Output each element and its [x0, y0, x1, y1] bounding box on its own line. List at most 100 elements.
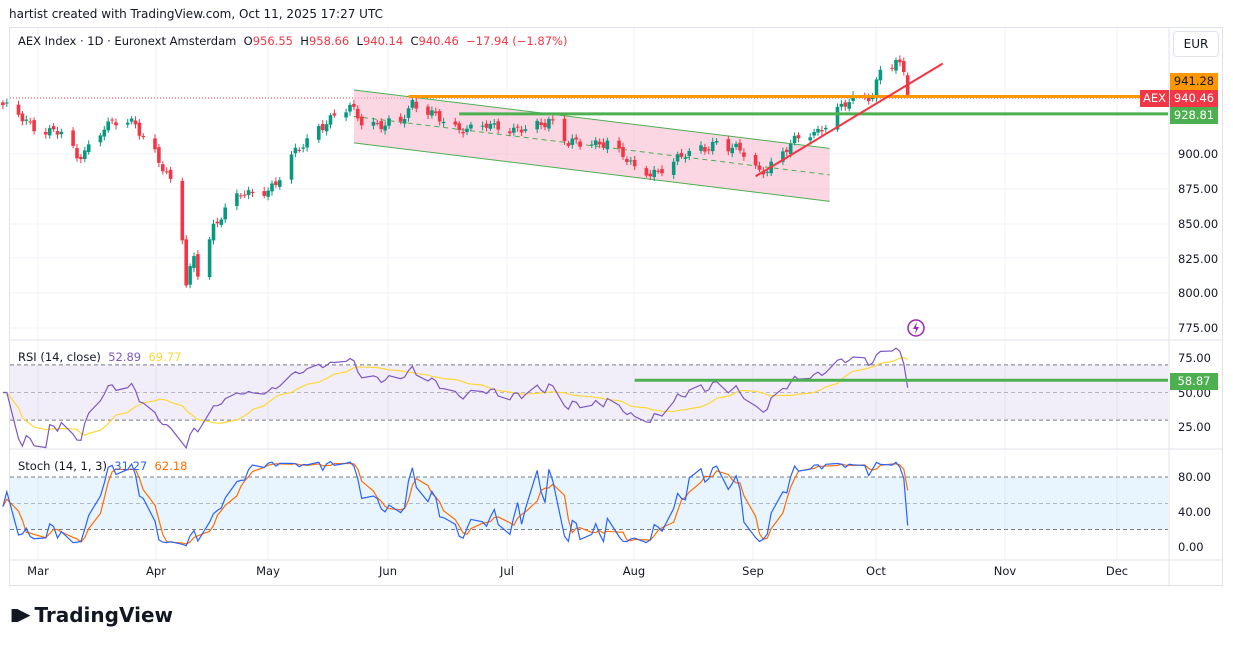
candle-body	[278, 180, 282, 187]
candle-body	[270, 183, 274, 192]
candle-body	[262, 191, 266, 196]
chart-frame[interactable]	[9, 27, 1223, 586]
candle-body	[324, 124, 329, 132]
candle-body	[578, 141, 582, 147]
candle-body	[266, 190, 270, 197]
currency-button[interactable]: EUR	[1173, 31, 1219, 57]
candle-body	[215, 221, 220, 224]
open-value: 956.55	[252, 34, 293, 48]
candle-body	[757, 165, 762, 170]
y-tick: 850.00	[1178, 217, 1219, 231]
high-value: 958.66	[308, 34, 350, 48]
candle-body	[98, 135, 103, 143]
candle-body	[246, 190, 251, 196]
candle-body	[137, 122, 142, 136]
candle-body	[469, 124, 473, 129]
stoch-band	[10, 477, 1168, 530]
candle-body	[75, 148, 79, 159]
rsi-value: 52.89	[108, 350, 142, 364]
candle-body	[461, 132, 465, 134]
candle-body	[562, 118, 567, 142]
candle-body	[161, 164, 165, 172]
candle-body	[820, 130, 824, 132]
candle-body	[426, 106, 430, 115]
stoch-label: Stoch (14, 1, 3)	[18, 459, 107, 473]
candle-body	[781, 151, 785, 162]
chart-credit: hartist created with TradingView.com, Oc…	[9, 7, 383, 21]
candle-body	[890, 67, 894, 69]
candle-body	[188, 266, 192, 285]
candle-body	[492, 123, 497, 125]
candle-body	[328, 115, 333, 125]
candle-body	[629, 160, 633, 162]
candle-body	[24, 119, 29, 121]
candle-body	[683, 157, 688, 159]
candle-body	[59, 131, 64, 135]
rsi-ma-value: 69.77	[148, 350, 182, 364]
candle-body	[332, 113, 337, 116]
stoch-k-line	[2, 460, 909, 547]
close-label: C	[410, 34, 419, 48]
candle-body	[625, 158, 629, 162]
stoch-legend: Stoch (14, 1, 3) 31.27 62.18	[18, 459, 187, 473]
x-tick: Sep	[742, 564, 764, 578]
symbol-tag: AEX	[1140, 90, 1169, 107]
candle-body	[605, 140, 610, 150]
candle-body	[71, 130, 75, 147]
candle-body	[164, 171, 169, 173]
candle-body	[496, 121, 500, 130]
candle-body	[157, 147, 161, 163]
candle-body	[523, 129, 528, 131]
change-value: −17.94 (−1.87%)	[466, 34, 568, 48]
tradingview-logo[interactable]: ▮▶ TradingView	[10, 603, 173, 627]
candle-body	[714, 141, 719, 143]
candle-body	[808, 137, 812, 141]
candle-body	[508, 131, 512, 134]
candle-body	[125, 122, 130, 125]
candle-body	[297, 149, 302, 151]
rsi-line	[2, 347, 909, 450]
candle-body	[106, 121, 110, 131]
x-tick: Jul	[500, 564, 514, 578]
candle-body	[726, 139, 731, 152]
candle-body	[293, 147, 298, 154]
candle-body	[379, 121, 383, 130]
candle-body	[441, 121, 446, 124]
candle-body	[192, 256, 196, 269]
candle-body	[168, 169, 173, 179]
rsi-ma-line	[2, 356, 908, 436]
green-level-tag: 928.81	[1170, 107, 1218, 124]
y-tick: 775.00	[1178, 321, 1219, 335]
rsi-tick: 75.00	[1178, 351, 1211, 365]
candle-body	[28, 121, 32, 123]
candle-body	[785, 149, 789, 152]
candle-body	[601, 142, 606, 148]
candle-body	[710, 141, 715, 152]
y-tick: 875.00	[1178, 182, 1219, 196]
candle-body	[32, 120, 36, 132]
flash-event-icon	[907, 319, 925, 337]
candle-body	[671, 161, 676, 175]
y-tick: 800.00	[1178, 286, 1219, 300]
candle-body	[515, 126, 520, 128]
candle-body	[617, 140, 621, 149]
candle-body	[753, 155, 758, 166]
candle-body	[566, 143, 571, 146]
candle-body	[180, 180, 185, 241]
candle-body	[765, 171, 770, 173]
candle-body	[874, 79, 879, 98]
candle-body	[699, 145, 703, 151]
x-tick: Oct	[866, 564, 886, 578]
candle-body	[796, 135, 801, 139]
candle-body	[83, 150, 87, 159]
candle-body	[20, 113, 25, 122]
candle-body	[47, 128, 52, 136]
candle-body	[223, 207, 227, 220]
candle-body	[547, 118, 551, 129]
symbol-title: AEX Index · 1D · Euronext Amsterdam	[18, 34, 237, 48]
candle-body	[866, 97, 871, 102]
stoch-tick: 40.00	[1178, 505, 1211, 519]
candle-body	[196, 254, 200, 277]
candle-body	[383, 125, 387, 131]
